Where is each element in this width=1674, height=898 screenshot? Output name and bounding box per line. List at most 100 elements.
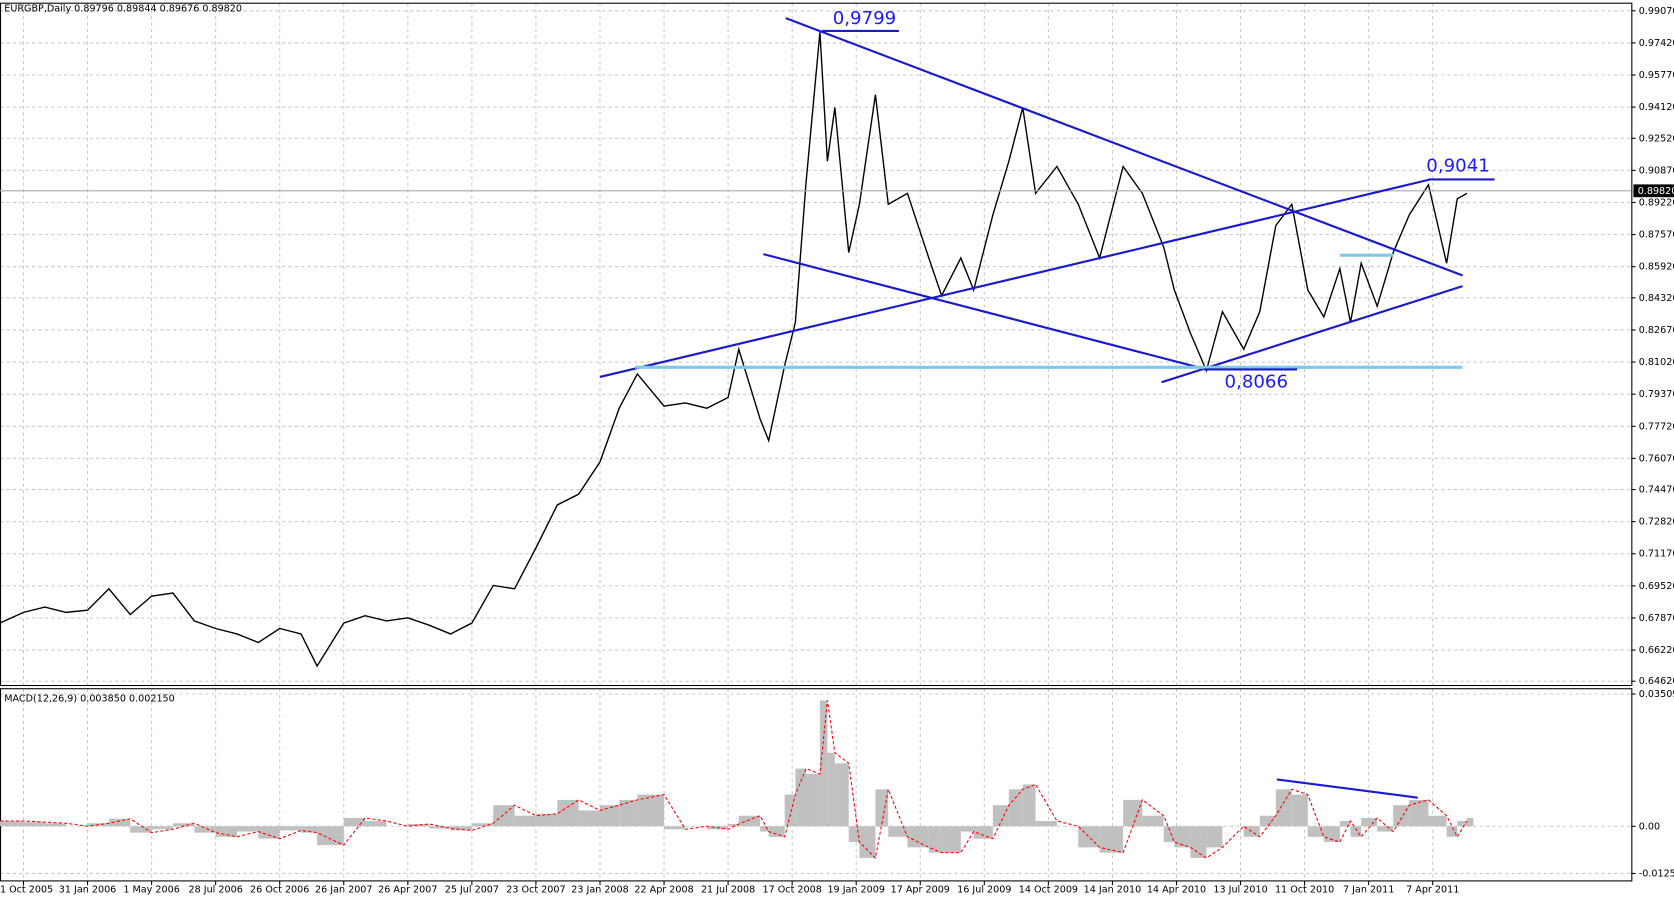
indicator-title: MACD(12,26,9) 0.003850 0.002150 [4, 693, 175, 704]
macd-bar [44, 823, 67, 827]
macd-bar [848, 826, 860, 843]
x-tick-label: 16 Jul 2009 [957, 884, 1011, 895]
last-price-box [1633, 184, 1674, 198]
macd-bar [450, 826, 472, 831]
x-tick-label: 17 Apr 2009 [891, 884, 950, 895]
macd-bar [1307, 826, 1324, 837]
x-tick-label: 21 Jul 2008 [701, 884, 755, 895]
macd-bar [108, 818, 131, 827]
macd-bar [1163, 826, 1175, 843]
x-tick-label: 17 Oct 2008 [763, 884, 822, 895]
x-tick-label: 19 Jan 2009 [827, 884, 885, 895]
macd-bar [1291, 794, 1308, 827]
x-tick-label: 31 Jan 2006 [59, 884, 117, 895]
x-tick-label: 23 Oct 2007 [506, 884, 565, 895]
x-tick-label: 7 Apr 2011 [1406, 884, 1459, 895]
macd-bar [365, 820, 387, 827]
macd-bar [1190, 826, 1207, 858]
macd-bar [619, 799, 638, 827]
macd-bar [301, 826, 318, 833]
annotation: 0,9799 [833, 8, 896, 29]
macd-bar [1142, 815, 1164, 827]
x-tick-label: 7 Jan 2011 [1343, 884, 1394, 895]
annotation: 0,9041 [1426, 156, 1489, 177]
trend-line [763, 253, 1207, 371]
macd-bar [237, 826, 259, 832]
macd-bar [514, 815, 536, 827]
macd-bar [1361, 817, 1378, 827]
x-tick-label: 23 Jan 2008 [571, 884, 629, 895]
macd-bar [407, 824, 430, 827]
macd-bar [1123, 799, 1143, 827]
x-tick-label: 31 Oct 2005 [0, 884, 53, 895]
macd-bar [215, 826, 238, 837]
macd-bar [827, 752, 835, 827]
trend-line [785, 17, 1463, 277]
x-tick-label: 13 Jul 2010 [1213, 884, 1267, 895]
macd-bar [819, 700, 828, 827]
y-tick-label: 0.00 [1639, 821, 1660, 832]
macd-bar [1008, 789, 1023, 827]
macd-bar [535, 813, 558, 827]
macd-bar [317, 826, 344, 846]
macd-bar [760, 826, 769, 832]
macd-bar [1457, 820, 1467, 827]
macd-bar [806, 773, 820, 827]
macd-bar [795, 768, 807, 827]
x-tick-label: 14 Apr 2010 [1147, 884, 1206, 895]
macd-bar [960, 826, 974, 832]
panel-frame [0, 2, 1633, 687]
macd-bar [1466, 817, 1474, 827]
macd-bar [728, 824, 739, 827]
macd-bar [471, 823, 494, 827]
x-tick-label: 14 Jan 2010 [1084, 884, 1142, 895]
last-price-label: 0.89820 [1638, 186, 1674, 197]
macd-bar [279, 826, 302, 831]
macd-bar [664, 826, 686, 830]
macd-bar [130, 826, 152, 833]
macd-bar [859, 826, 876, 858]
macd-bar [888, 826, 908, 837]
annotation: 0,8066 [1225, 371, 1288, 392]
macd-bar [1078, 826, 1100, 848]
panel-frame [0, 688, 1633, 882]
macd-bar [1393, 805, 1410, 827]
macd-bar [23, 822, 45, 827]
x-tick-label: 26 Apr 2007 [378, 884, 437, 895]
macd-bar [172, 823, 195, 827]
signal-line [0, 700, 1468, 860]
macd-bar [875, 789, 889, 827]
macd-bar [557, 799, 579, 827]
macd-bar [429, 826, 451, 829]
macd-bar [1350, 826, 1362, 837]
drawings: 0,9799 0,9041 0,8066 [599, 8, 1495, 799]
macd-bar [493, 805, 515, 827]
macd-bar [941, 826, 961, 853]
macd-bar [1409, 799, 1429, 827]
x-tick-label: 1 May 2006 [123, 884, 179, 895]
grid [0, 3, 1632, 881]
x-tick-label: 26 Jan 2007 [315, 884, 373, 895]
x-tick-label: 25 Jul 2007 [445, 884, 499, 895]
macd-bar [578, 810, 600, 827]
x-tick-label: 11 Oct 2010 [1275, 884, 1334, 895]
macd-bar [0, 820, 24, 827]
macd-bar [599, 805, 620, 827]
